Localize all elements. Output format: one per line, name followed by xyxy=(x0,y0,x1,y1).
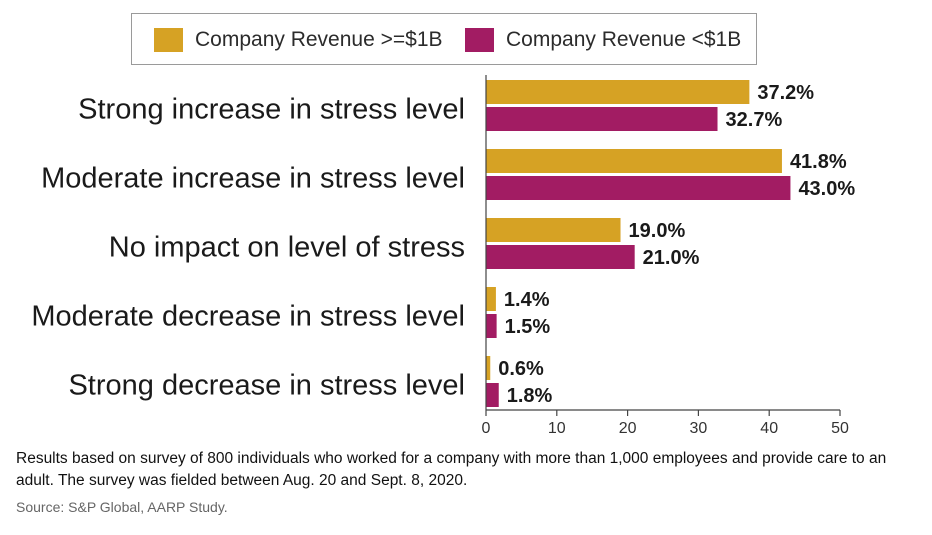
bar xyxy=(486,218,621,242)
x-tick-label: 30 xyxy=(690,420,708,437)
x-tick-label: 20 xyxy=(619,420,637,437)
bar xyxy=(486,356,491,380)
data-label: 32.7% xyxy=(726,109,783,131)
category-label: Moderate decrease in stress level xyxy=(31,301,465,333)
bar xyxy=(486,314,497,338)
data-label: 1.8% xyxy=(507,385,553,407)
x-tick-label: 50 xyxy=(831,420,849,437)
data-label: 1.4% xyxy=(504,289,550,311)
category-label: Strong increase in stress level xyxy=(78,94,465,126)
bar xyxy=(486,176,791,200)
data-label: 19.0% xyxy=(629,220,686,242)
category-label: Strong decrease in stress level xyxy=(68,370,465,402)
legend-label-small-company: Company Revenue <$1B xyxy=(506,28,742,51)
data-label: 37.2% xyxy=(757,82,814,104)
legend-swatch-large-company xyxy=(154,28,183,52)
legend-label-large-company: Company Revenue >=$1B xyxy=(195,28,443,51)
data-label: 1.5% xyxy=(505,316,551,338)
bar xyxy=(486,149,782,173)
data-label: 41.8% xyxy=(790,151,847,173)
bar xyxy=(486,107,718,131)
legend-item-large-company: Company Revenue >=$1B xyxy=(154,27,443,53)
x-tick-label: 40 xyxy=(760,420,778,437)
data-label: 43.0% xyxy=(798,178,855,200)
legend-item-small-company: Company Revenue <$1B xyxy=(465,27,741,53)
bar xyxy=(486,287,496,311)
survey-note: Results based on survey of 800 individua… xyxy=(16,450,887,489)
bar xyxy=(486,383,499,407)
source-credit: Source: S&P Global, AARP Study. xyxy=(16,499,228,515)
category-label: Moderate increase in stress level xyxy=(41,163,465,195)
bar xyxy=(486,80,750,104)
legend-swatch-small-company xyxy=(465,28,494,52)
bar xyxy=(486,245,635,269)
x-tick-label: 10 xyxy=(548,420,566,437)
category-label: No impact on level of stress xyxy=(109,232,465,264)
bar-chart: Strong increase in stress level Moderate … xyxy=(31,75,855,437)
data-label: 21.0% xyxy=(643,247,700,269)
data-label: 0.6% xyxy=(498,358,544,380)
legend: Company Revenue >=$1B Company Revenue <$… xyxy=(131,13,757,65)
x-tick-label: 0 xyxy=(482,420,491,437)
